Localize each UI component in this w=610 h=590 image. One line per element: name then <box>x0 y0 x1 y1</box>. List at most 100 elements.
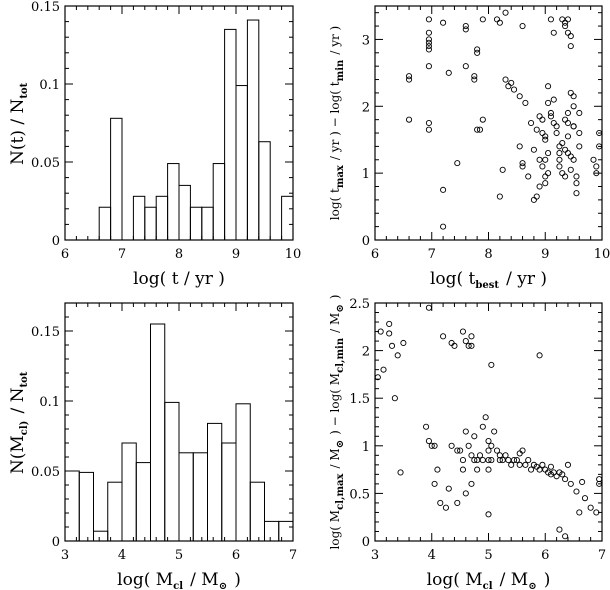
scatter-point <box>451 342 458 349</box>
scatter-point <box>445 69 452 76</box>
scatter-point <box>496 457 503 464</box>
x-tick-label: 6 <box>232 548 240 563</box>
scatter-point <box>516 93 523 100</box>
scatter-point <box>564 119 572 127</box>
panel-top-left: 6 7 8 9 10 0 0.05 0.1 0.15 log( t / yr ) N(t) / Nt… <box>8 0 301 289</box>
scatter-point <box>542 133 549 140</box>
x-tick-label: 10 <box>594 247 610 262</box>
histogram-bar <box>212 163 226 241</box>
scatter-point <box>528 119 535 127</box>
scatter-point <box>570 123 577 130</box>
scatter-point <box>505 83 512 90</box>
scatter-point <box>386 320 393 327</box>
scatter-point <box>567 43 574 50</box>
scatter-point <box>405 73 413 80</box>
scatter-point <box>496 193 503 200</box>
scatter-point <box>454 160 461 167</box>
scatter-point <box>539 163 546 170</box>
scatter-point <box>553 123 560 130</box>
scatter-point <box>559 16 566 23</box>
y-tick-label: 2 <box>362 345 370 360</box>
histogram-bar <box>121 442 137 542</box>
scatter-point <box>502 76 509 83</box>
scatter-point <box>564 29 572 36</box>
scatter-point <box>556 156 563 163</box>
scatter-point <box>525 457 532 464</box>
scatter-point <box>553 473 560 480</box>
histogram-bar <box>224 28 237 241</box>
x-tick-label: 9 <box>541 247 549 262</box>
histogram-bar <box>98 206 112 241</box>
x-axis-label: log( tbest / yr ) <box>430 269 547 291</box>
y-tick-label: 0.1 <box>39 78 60 93</box>
scatter-point <box>559 471 566 478</box>
scatter-point <box>556 526 563 533</box>
scatter-point <box>550 119 557 127</box>
scatter-point <box>564 109 572 117</box>
scatter-point <box>547 16 554 23</box>
scatter-point <box>476 126 484 133</box>
histogram-bar <box>167 163 180 241</box>
scatter-point <box>425 43 432 50</box>
scatter-point <box>576 143 583 150</box>
scatter-point <box>462 428 469 435</box>
scatter-point <box>545 99 552 106</box>
panel-bottom-left: 3 4 5 6 7 0 0.05 0.1 0.15 log( Mcl / M⊙ ) N(Mcl) /… <box>8 302 297 590</box>
scatter-point <box>388 342 396 349</box>
scatter-point <box>442 504 449 511</box>
x-tick-label: 5 <box>484 548 492 563</box>
scatter-point <box>519 163 526 170</box>
y-tick-label: 1 <box>362 440 370 455</box>
scatter-point <box>499 166 506 173</box>
scatter-point <box>547 463 554 470</box>
x-axis-label: log( t / yr ) <box>133 269 225 289</box>
histogram-bar <box>235 403 251 542</box>
histogram-bar <box>144 206 157 241</box>
histogram-bar <box>264 520 280 542</box>
scatter-point <box>550 29 557 36</box>
scatter-point <box>425 304 432 311</box>
y-axis-label: N(Mcl) / Ntot <box>8 370 30 474</box>
x-tick-label: 4 <box>428 548 436 563</box>
scatter-point <box>539 461 546 468</box>
scatter-point <box>530 196 537 203</box>
scatter-point <box>493 16 501 23</box>
x-tick-label: 7 <box>289 548 297 563</box>
scatter-point <box>405 116 413 123</box>
scatter-point <box>562 146 569 153</box>
scatter-point <box>573 173 580 180</box>
scatter-point <box>454 499 461 506</box>
scatter-point <box>485 447 492 454</box>
scatter-point <box>567 89 574 96</box>
scatter-point <box>423 423 430 430</box>
scatter-point <box>425 16 432 23</box>
scatter-point <box>564 461 572 468</box>
y-tick-label: 2.5 <box>349 297 370 312</box>
scatter-point <box>587 504 594 511</box>
scatter-point <box>545 170 552 177</box>
scatter-point <box>459 457 467 464</box>
histogram-bar <box>281 195 294 241</box>
y-axis-label: log( Mcl,max / M⊙ ) − log( Mcl,min / M⊙ … <box>328 295 346 550</box>
scatter-point <box>533 126 540 133</box>
scatter-point <box>536 113 543 120</box>
scatter-point <box>576 129 583 137</box>
scatter-point <box>459 328 467 335</box>
histogram-bar <box>78 471 94 542</box>
scatter-point <box>462 23 469 30</box>
scatter-point <box>570 103 577 110</box>
scatter-point <box>570 93 577 100</box>
histogram-bar <box>207 422 223 542</box>
scatter-point <box>508 79 515 86</box>
scatter-point <box>462 63 469 70</box>
scatter-point <box>434 466 441 473</box>
scatter-point <box>539 116 546 123</box>
scatter-point <box>437 499 444 506</box>
scatter-point <box>528 466 535 473</box>
x-tick-label: 7 <box>118 247 126 262</box>
x-tick-label: 10 <box>285 247 302 262</box>
y-tick-label: 0 <box>52 234 60 249</box>
x-tick-label: 8 <box>175 247 183 262</box>
scatter-point <box>440 19 447 26</box>
